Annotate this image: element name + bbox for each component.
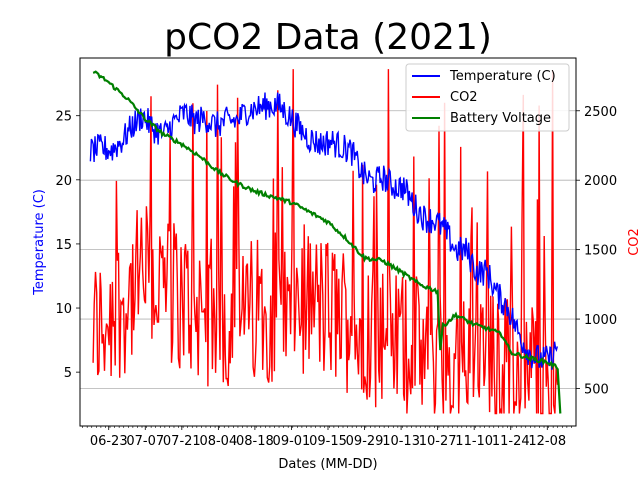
- x-tick-label-11-10: 11-10: [455, 434, 493, 449]
- x-tick-label-09-29: 09-29: [346, 434, 384, 449]
- x-tick-label-06-23: 06-23: [90, 434, 128, 449]
- x-tick-label-12-08: 12-08: [528, 434, 566, 449]
- x-tick-label-09-01: 09-01: [273, 434, 311, 449]
- x-tick-label-10-27: 10-27: [419, 434, 457, 449]
- battery-voltage-line: [92, 70, 562, 414]
- y-left-tick-label-15: 15: [55, 238, 72, 253]
- y-axis-right-label: CO2: [627, 228, 640, 256]
- x-tick-label-10-13: 10-13: [382, 434, 420, 449]
- y-left-tick-label-25: 25: [55, 110, 72, 125]
- x-tick-label-08-04: 08-04: [199, 434, 237, 449]
- x-axis-label: Dates (MM-DD): [278, 457, 377, 472]
- x-tick-label-08-18: 08-18: [236, 434, 274, 449]
- temperature-line: [89, 92, 558, 370]
- legend-box: [405, 63, 570, 132]
- y-left-tick-label-20: 20: [55, 174, 72, 189]
- legend-label-co2: CO2: [450, 90, 478, 105]
- y-axis-left: 5 10 15 20 25: [55, 110, 80, 381]
- y-left-tick-label-5: 5: [64, 366, 72, 381]
- x-axis: 06-2307-0707-2108-0408-1809-0109-1509-29…: [82, 426, 572, 449]
- y-right-tick-label-2500: 2500: [584, 105, 617, 120]
- y-right-tick-label-2000: 2000: [584, 174, 617, 189]
- y-axis-left-label: Temperature (C): [32, 189, 47, 296]
- legend: Temperature (C) CO2 Battery Voltage: [405, 63, 570, 132]
- x-tick-label-11-24: 11-24: [492, 434, 530, 449]
- temperature-series: [89, 92, 558, 370]
- y-right-tick-label-500: 500: [584, 383, 609, 398]
- legend-label-temperature: Temperature (C): [449, 69, 556, 84]
- legend-label-battery: Battery Voltage: [450, 111, 551, 126]
- y-right-tick-label-1000: 1000: [584, 313, 617, 328]
- y-left-tick-label-10: 10: [55, 302, 72, 317]
- x-tick-label-07-07: 07-07: [126, 434, 164, 449]
- y-axis-right: 500 1000 1500 2000 2500: [576, 105, 617, 398]
- chart-title: pCO2 Data (2021): [164, 17, 492, 58]
- x-tick-label-09-15: 09-15: [309, 434, 347, 449]
- x-tick-label-07-21: 07-21: [163, 434, 201, 449]
- battery-voltage-series: [92, 70, 562, 414]
- y-right-tick-label-1500: 1500: [584, 244, 617, 259]
